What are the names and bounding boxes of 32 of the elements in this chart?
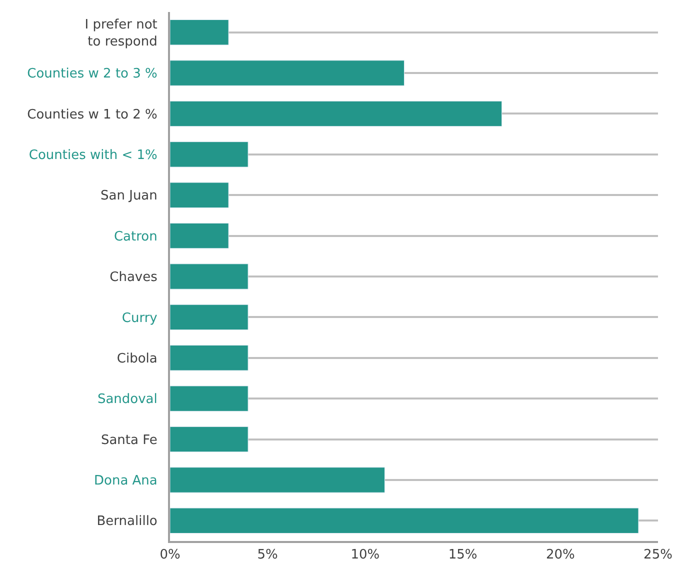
y-tick-label: Bernalillo xyxy=(96,514,158,530)
bar xyxy=(170,182,229,208)
bar xyxy=(170,60,404,86)
x-tick-label: 5% xyxy=(257,548,278,563)
bar xyxy=(170,264,248,290)
y-tick-label: Catron xyxy=(114,229,158,244)
y-tick-label: Counties w 1 to 2 % xyxy=(27,107,158,122)
bar xyxy=(170,467,385,493)
bar xyxy=(170,100,502,127)
y-tick-label: Counties w 2 to 3 % xyxy=(27,66,158,82)
y-tick-label: San Juan xyxy=(100,188,158,204)
x-tick-label: 25% xyxy=(644,548,672,563)
x-tick-label: 0% xyxy=(160,548,180,563)
y-tick-label: Santa Fe xyxy=(100,432,158,448)
bar xyxy=(170,19,229,46)
bar xyxy=(170,426,248,452)
y-tick-label: Counties with < 1% xyxy=(28,148,158,163)
x-tick-label: 10% xyxy=(350,548,380,563)
bar xyxy=(170,222,229,249)
x-tick-label: 15% xyxy=(448,548,478,563)
y-tick-label: Chaves xyxy=(110,270,158,286)
bar xyxy=(170,304,248,330)
bar xyxy=(170,142,248,168)
bar xyxy=(170,508,639,534)
y-tick-label: Sandoval xyxy=(97,392,158,408)
y-tick-label: Cibola xyxy=(116,351,158,366)
x-tick-label: 20% xyxy=(546,548,575,563)
y-tick-label: Curry xyxy=(122,310,158,326)
y-tick-label: Dona Ana xyxy=(94,474,158,489)
bar xyxy=(170,345,248,371)
bar xyxy=(170,386,248,412)
y-tick-label: I prefer not to respond xyxy=(84,17,158,50)
